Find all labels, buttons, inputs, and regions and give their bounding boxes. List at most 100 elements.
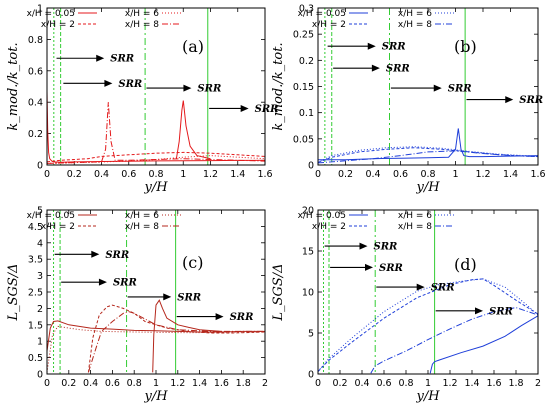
legend-label: x/H = 6 bbox=[125, 211, 159, 221]
x-tick-label: 0.4 bbox=[365, 169, 380, 180]
series-line bbox=[152, 299, 222, 373]
x-tick-label: 1 bbox=[452, 169, 458, 180]
srr-label: SRR bbox=[431, 283, 455, 294]
y-tick-label: 3 bbox=[37, 271, 43, 282]
series-line bbox=[318, 150, 538, 164]
x-tick-label: 0.2 bbox=[338, 169, 353, 180]
legend-label: x/H = 6 bbox=[398, 9, 432, 19]
axes-frame bbox=[317, 7, 539, 166]
panel-2: 0 0.2 0.4 0.6 0.8 1 1.2 1.4 1.6 1.8 2 0 0.5 1 1.5 2 2.5 3… bbox=[6, 206, 268, 404]
x-tick-label: 2 bbox=[262, 378, 268, 389]
x-tick-label: 1.2 bbox=[170, 378, 185, 389]
panel-label: (b) bbox=[454, 37, 477, 56]
srr-arrowhead bbox=[91, 250, 100, 258]
legend-label: x/H = 6 bbox=[125, 9, 159, 19]
x-tick-label: 0.2 bbox=[61, 378, 76, 389]
series-line bbox=[318, 278, 538, 372]
panel-1: 0 0.2 0.4 0.6 0.8 1 1.2 1.4 1.6 0 0.05 0.1 0.15 0.2 0.… bbox=[271, 4, 546, 196]
x-tick-label: 1 bbox=[425, 378, 431, 389]
x-tick-label: 1.4 bbox=[503, 169, 518, 180]
axes-frame bbox=[46, 209, 266, 375]
series-line bbox=[318, 278, 538, 372]
panel-label: (a) bbox=[182, 37, 204, 56]
x-axis-label: y/H bbox=[143, 389, 168, 404]
srr-label: SRR bbox=[379, 263, 403, 274]
x-tick-label: 1.8 bbox=[508, 378, 523, 389]
y-tick-label: 4 bbox=[37, 238, 43, 249]
x-tick-label: 1.6 bbox=[530, 169, 545, 180]
x-tick-label: 1.4 bbox=[230, 169, 245, 180]
series-group bbox=[47, 91, 265, 164]
srr-label: SRR bbox=[489, 306, 513, 317]
x-axis-label: y/H bbox=[143, 180, 168, 195]
series-group bbox=[318, 278, 538, 374]
srr-arrowhead bbox=[98, 278, 107, 286]
y-tick-label: 0 bbox=[308, 161, 314, 172]
srr-label: SRR bbox=[519, 95, 543, 106]
x-tick-label: 1 bbox=[153, 378, 159, 389]
y-tick-label: 15 bbox=[302, 247, 314, 258]
x-axis-label: y/H bbox=[415, 389, 440, 404]
panel-label: (d) bbox=[454, 255, 477, 274]
y-axis-label: k_mod./k_tot. bbox=[271, 42, 286, 130]
x-tick-label: 0 bbox=[315, 169, 321, 180]
series-line bbox=[87, 311, 265, 373]
y-tick-label: 5 bbox=[308, 329, 314, 340]
srr-arrowhead bbox=[183, 84, 192, 92]
legend-label: x/H = 8 bbox=[125, 20, 159, 30]
x-tick-label: 1.4 bbox=[192, 378, 207, 389]
srr-label: SRR bbox=[255, 104, 279, 115]
series-line bbox=[318, 146, 538, 163]
series-line bbox=[47, 151, 265, 163]
series-group bbox=[318, 128, 538, 164]
x-tick-label: 1.4 bbox=[464, 378, 479, 389]
y-tick-label: 5 bbox=[37, 206, 43, 217]
y-tick-label: 3.5 bbox=[28, 255, 43, 266]
srr-label: SRR bbox=[105, 250, 129, 261]
axes-frame bbox=[46, 7, 266, 166]
panel-label: (c) bbox=[182, 253, 203, 272]
x-tick-label: 0.4 bbox=[354, 378, 369, 389]
y-tick-label: 0.05 bbox=[293, 134, 314, 145]
x-tick-label: 0.8 bbox=[127, 378, 142, 389]
y-tick-label: 1 bbox=[37, 337, 43, 348]
srr-arrowhead bbox=[365, 263, 373, 271]
legend-label: x/H = 8 bbox=[125, 222, 159, 232]
series-line bbox=[47, 102, 265, 164]
y-tick-label: 0.3 bbox=[299, 4, 314, 15]
y-tick-label: 1.5 bbox=[28, 320, 43, 331]
srr-label: SRR bbox=[177, 292, 201, 303]
legend-label: x/H = 2 bbox=[41, 222, 75, 232]
x-tick-label: 1 bbox=[180, 169, 186, 180]
y-tick-label: 20 bbox=[302, 206, 314, 217]
y-tick-label: 2 bbox=[37, 304, 43, 315]
x-tick-label: 1.6 bbox=[214, 378, 229, 389]
x-tick-label: 0.8 bbox=[420, 169, 435, 180]
srr-arrowhead bbox=[359, 242, 368, 250]
srr-arrowhead bbox=[104, 79, 113, 87]
srr-arrowhead bbox=[371, 64, 380, 72]
y-tick-label: 0.15 bbox=[293, 82, 314, 93]
legend-label: x/H = 8 bbox=[398, 20, 432, 30]
y-tick-label: 0.25 bbox=[293, 30, 314, 41]
y-tick-label: 0.2 bbox=[299, 56, 314, 67]
y-tick-label: 2.5 bbox=[28, 288, 43, 299]
x-tick-label: 1.2 bbox=[475, 169, 490, 180]
srr-arrowhead bbox=[475, 307, 483, 315]
x-axis-label: y/H bbox=[415, 180, 440, 195]
y-tick-label: 0.2 bbox=[28, 129, 43, 140]
series-line bbox=[175, 100, 211, 160]
series-line bbox=[47, 325, 265, 373]
legend-label: x/H = 2 bbox=[312, 20, 346, 30]
legend-label: x/H = 0.05 bbox=[298, 9, 346, 19]
series-line bbox=[47, 320, 265, 352]
x-tick-label: 0.6 bbox=[376, 378, 391, 389]
srr-label: SRR bbox=[448, 84, 472, 95]
x-tick-label: 2 bbox=[535, 378, 541, 389]
x-tick-label: 1.6 bbox=[257, 169, 272, 180]
srr-arrowhead bbox=[163, 293, 172, 301]
legend-label: x/H = 2 bbox=[312, 222, 346, 232]
srr-label: SRR bbox=[110, 54, 134, 65]
x-tick-label: 0 bbox=[315, 378, 321, 389]
